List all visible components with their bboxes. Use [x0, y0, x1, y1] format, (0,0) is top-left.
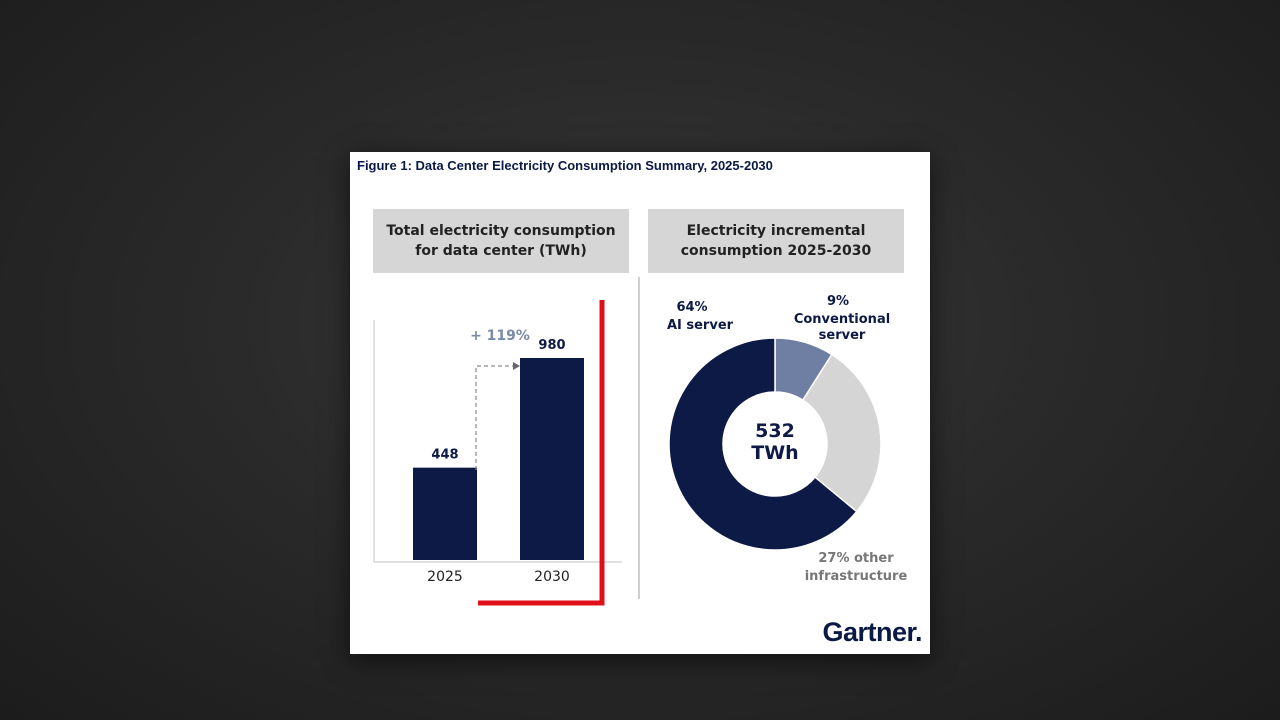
x-tick-label-2025: 2025 — [427, 569, 463, 585]
figure-title: Figure 1: Data Center Electricity Consum… — [357, 158, 773, 173]
donut-center-value: 532 — [755, 420, 795, 442]
label-conventional-name-2: server — [819, 328, 866, 343]
growth-annotation: + 119% — [470, 328, 530, 344]
label-other-name: infrastructure — [805, 569, 908, 584]
label-conventional-name: Conventional — [794, 312, 890, 327]
growth-arrow-head — [513, 362, 520, 370]
gartner-logo-text: Gartner — [822, 617, 915, 647]
donut-chart: 532 TWh 9% Conventional server 27% other… — [667, 294, 908, 584]
gartner-logo: Gartner. — [822, 617, 922, 647]
donut-slice-ai-server — [668, 337, 858, 551]
label-ai-pct: 64% — [676, 300, 707, 315]
red-highlight-bracket — [478, 300, 605, 606]
donut-chart-header: Electricity incremental consumption 2025… — [648, 209, 904, 273]
donut-slice-other-infrastructure — [801, 353, 882, 513]
label-ai-name: AI server — [667, 318, 734, 333]
label-conventional-pct: 9% — [827, 294, 849, 309]
bar-2025 — [413, 467, 477, 560]
donut-chart-title: Electricity incremental consumption 2025… — [680, 223, 872, 259]
label-other-pct: 27% other — [818, 551, 894, 566]
growth-arrow — [475, 365, 516, 470]
bar-value-label-2025: 448 — [431, 448, 458, 463]
bar-2030 — [520, 358, 584, 560]
bar-value-label-2030: 980 — [538, 338, 565, 353]
figure-card: Figure 1: Data Center Electricity Consum… — [350, 152, 930, 654]
bar-chart: 448 2025 980 2030 + 119% — [373, 300, 622, 606]
panel-divider — [638, 277, 640, 599]
bar-chart-header: Total electricity consumption for data c… — [373, 209, 629, 273]
donut-center-unit: TWh — [751, 442, 798, 464]
x-tick-label-2030: 2030 — [534, 569, 570, 585]
bar-chart-title: Total electricity consumption for data c… — [386, 223, 616, 259]
